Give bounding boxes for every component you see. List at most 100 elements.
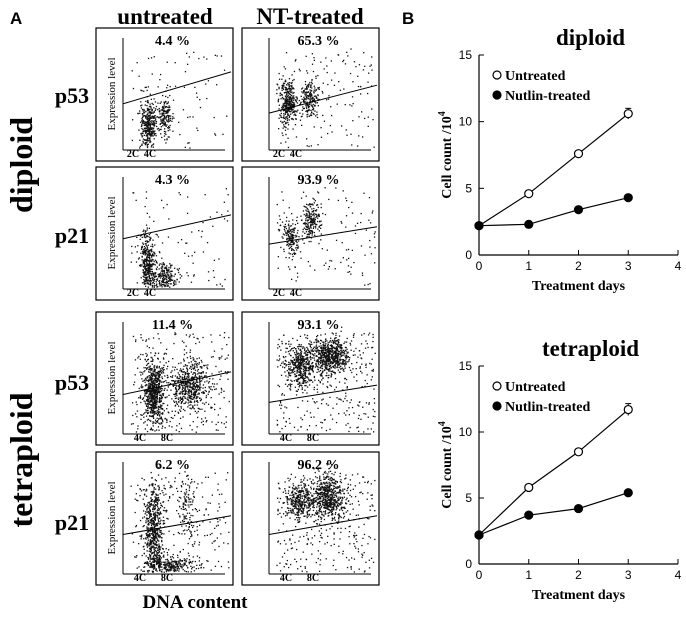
flow-point: [137, 357, 139, 359]
flow-point: [283, 120, 286, 123]
flow-point: [152, 405, 154, 407]
flow-point: [148, 415, 151, 417]
flow-point: [147, 397, 149, 399]
flow-point: [160, 120, 162, 122]
flow-point: [331, 361, 333, 363]
flow-point: [158, 268, 160, 270]
flow-point: [281, 87, 283, 89]
flow-point: [144, 233, 147, 236]
flow-point: [338, 335, 341, 337]
flow-point: [302, 358, 304, 360]
flow-point: [280, 246, 282, 249]
flow-point: [161, 199, 163, 201]
flow-point: [163, 369, 165, 371]
flow-point: [322, 347, 325, 350]
flow-point: [150, 251, 152, 253]
flow-point: [299, 349, 301, 351]
flow-point: [278, 88, 280, 90]
flow-point: [296, 372, 298, 374]
flow-point: [141, 255, 143, 257]
flow-point: [155, 367, 158, 369]
group-label-diploid: diploid: [3, 117, 39, 213]
flow-point: [317, 407, 319, 409]
flow-point: [148, 124, 150, 126]
flow-point: [146, 403, 148, 405]
flow-point: [161, 112, 163, 114]
flow-point: [179, 396, 182, 398]
flow-point: [140, 334, 142, 336]
flow-point: [306, 214, 309, 216]
flow-point: [308, 218, 310, 220]
flow-point: [214, 54, 216, 56]
flow-point: [172, 385, 174, 387]
flow-point: [153, 56, 155, 58]
flow-point: [348, 359, 350, 361]
flow-point: [312, 204, 314, 206]
flow-point: [286, 244, 288, 246]
flow-point: [193, 387, 195, 390]
flow-point: [303, 222, 306, 225]
flow-point: [311, 366, 313, 368]
flow-point: [372, 333, 374, 336]
flow-point: [308, 145, 310, 148]
row-label-tetraploid-p21: p21: [55, 510, 89, 535]
flow-point: [152, 239, 154, 241]
flow-point: [305, 110, 307, 112]
flow-point: [154, 389, 156, 391]
flow-point: [322, 359, 324, 361]
flow-point: [154, 379, 156, 381]
flow-point: [326, 99, 328, 101]
flow-point: [339, 362, 342, 364]
flow-point: [283, 212, 285, 214]
flow-point: [166, 283, 168, 285]
flow-point: [292, 234, 294, 236]
flow-point: [304, 349, 306, 352]
flow-point: [314, 87, 316, 89]
flow-point: [225, 421, 227, 423]
flow-point: [144, 377, 147, 379]
flow-point: [301, 363, 303, 366]
flow-point: [309, 352, 311, 354]
flow-point: [153, 117, 155, 119]
flow-point: [364, 284, 366, 286]
flow-point: [285, 141, 287, 143]
flow-point: [146, 278, 148, 281]
flow-point: [307, 204, 309, 206]
flow-point: [191, 407, 194, 409]
flow-point: [316, 114, 318, 116]
flow-point: [149, 429, 152, 431]
flow-point: [145, 100, 147, 102]
flow-point: [314, 366, 317, 368]
flow-point: [146, 125, 148, 127]
flow-point: [149, 266, 151, 269]
flow-point: [308, 216, 310, 218]
flow-point: [322, 398, 324, 400]
flow-point: [165, 100, 167, 103]
flow-point: [291, 253, 293, 255]
flow-point: [210, 407, 212, 409]
flow-point: [288, 373, 290, 375]
flow-point: [163, 358, 165, 360]
flow-point: [155, 261, 157, 264]
flow-point: [169, 108, 171, 111]
flow-point: [314, 218, 316, 220]
flow-point: [296, 111, 298, 113]
flow-point: [300, 95, 302, 97]
flow-point: [341, 359, 343, 361]
flow-point: [190, 390, 192, 393]
flow-point: [131, 245, 133, 248]
flow-point: [312, 370, 314, 372]
flow-point: [302, 376, 304, 379]
flow-point: [141, 414, 143, 416]
flow-point: [188, 56, 190, 58]
flow-point: [160, 397, 163, 399]
flow-point: [308, 234, 310, 236]
flow-point: [157, 414, 159, 416]
percentage-label: 4.4 %: [155, 34, 190, 49]
flow-point: [305, 228, 307, 230]
flow-point: [330, 414, 332, 416]
flow-point: [284, 371, 286, 373]
flow-point: [147, 124, 149, 126]
flow-point: [147, 136, 149, 138]
flow-point: [159, 79, 161, 81]
